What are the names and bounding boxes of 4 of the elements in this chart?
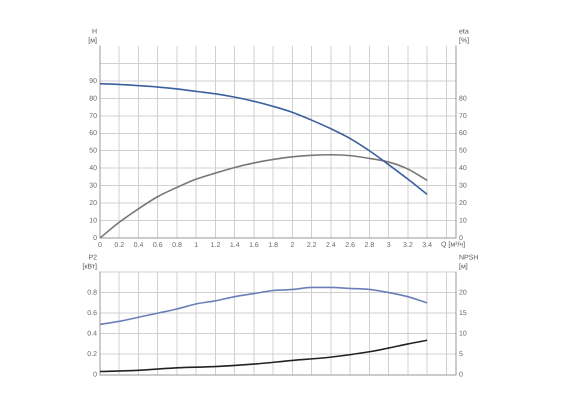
line-series: [100, 339, 428, 372]
line-series: [100, 286, 428, 326]
line-series: [100, 82, 428, 196]
line-series: [100, 154, 428, 238]
